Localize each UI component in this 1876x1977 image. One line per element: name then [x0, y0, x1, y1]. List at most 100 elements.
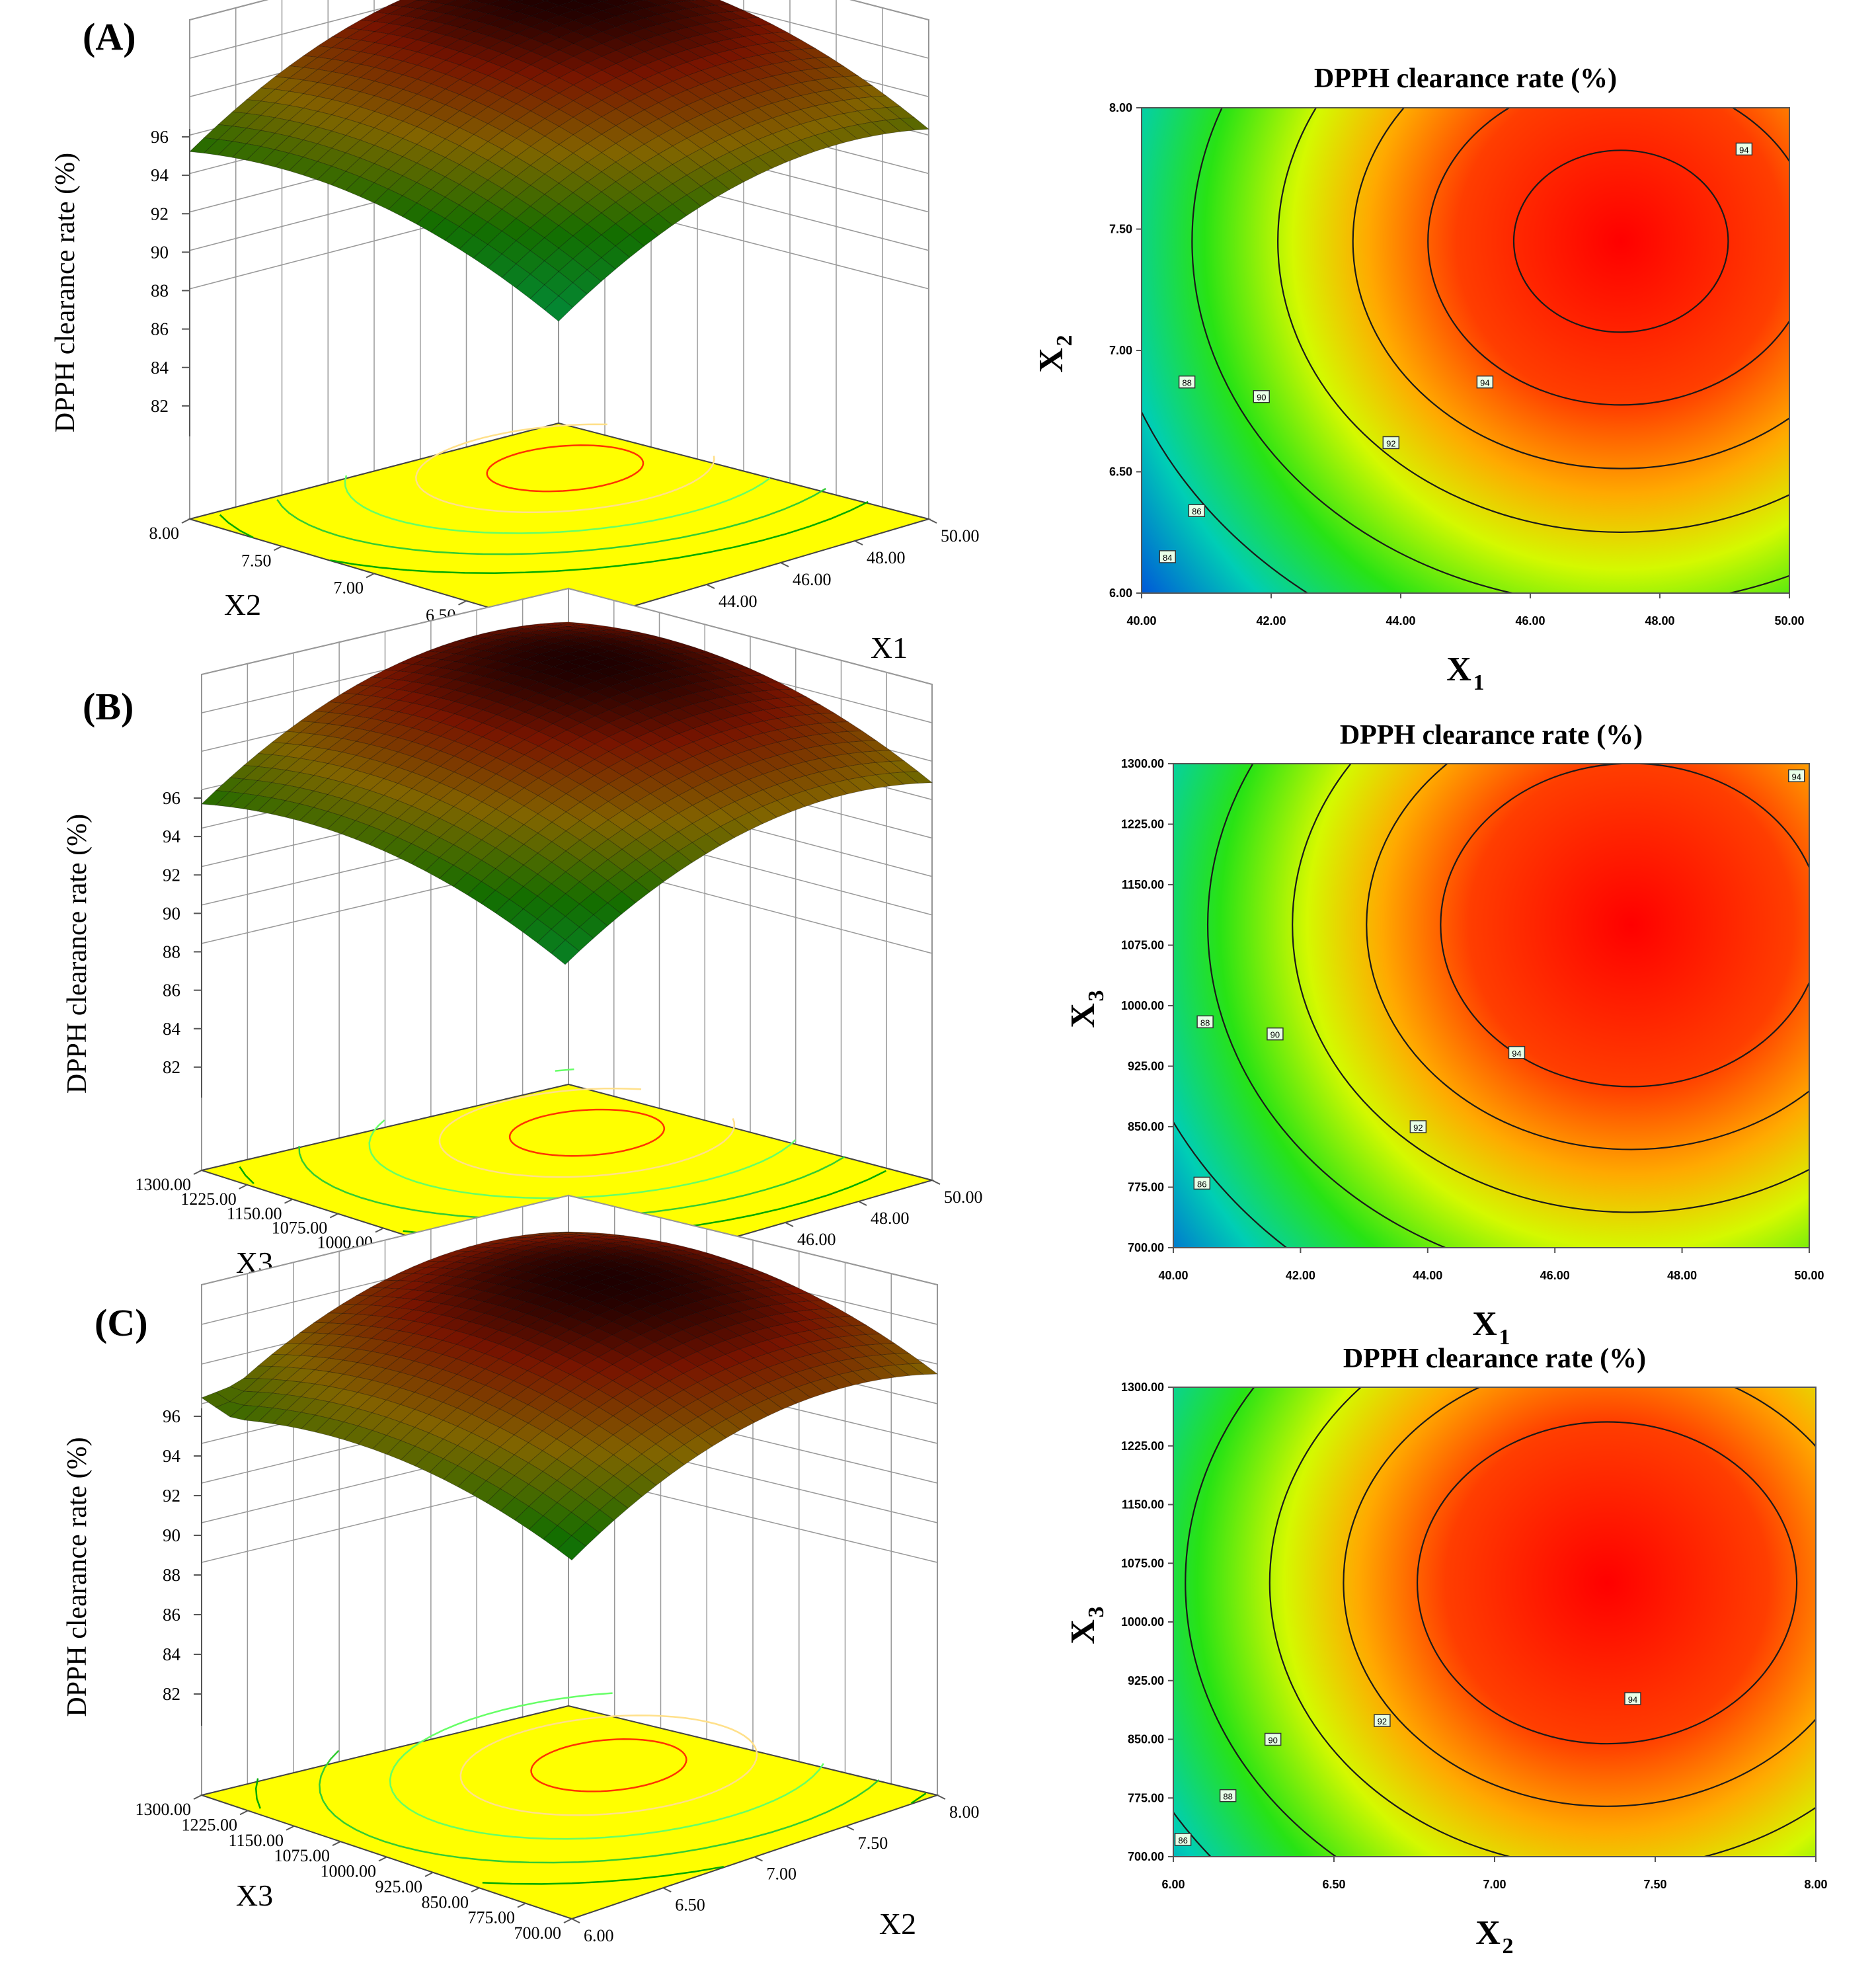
x-tick-label: 46.00	[1515, 614, 1545, 627]
surface-facet	[544, 50, 574, 64]
surface-facet	[544, 93, 574, 110]
surface-facet	[430, 4, 461, 15]
y-tick-label: 1225.00	[182, 1815, 238, 1834]
surface-facet	[526, 640, 554, 648]
surface-facet	[587, 10, 617, 21]
contour-level-label: 94	[1792, 772, 1801, 782]
surface-facet	[580, 729, 609, 745]
surface-facet	[639, 1242, 668, 1248]
y-tick-label: 850.00	[1128, 1733, 1164, 1746]
surface-facet	[516, 5, 547, 17]
surface-facet	[524, 731, 553, 746]
x-tick-mark	[931, 1180, 941, 1185]
surface-facet	[529, 173, 560, 195]
surface-facet	[544, 182, 574, 204]
surface-facet	[501, 87, 531, 104]
contour-level-label: 88	[1223, 1792, 1232, 1802]
surface-facet	[314, 1386, 344, 1402]
surface-facet	[572, 0, 604, 6]
y-tick-mark	[563, 1918, 572, 1923]
y-tick-label: 1225.00	[180, 1190, 237, 1209]
surface-facet	[459, 116, 489, 135]
surface-facet	[740, 1404, 769, 1423]
surface-facet	[582, 1240, 611, 1246]
contour-iso-line	[1427, 108, 1789, 406]
surface-facet	[468, 666, 498, 677]
surface-facet	[359, 145, 389, 164]
y-tick-label: 775.00	[1128, 1181, 1164, 1194]
surface-facet	[544, 144, 574, 164]
surface-facet	[538, 686, 568, 699]
surface-facet	[711, 1369, 741, 1385]
surface-facet	[356, 1351, 387, 1366]
surface-facet	[345, 51, 375, 65]
surface-facet	[781, 1345, 811, 1359]
surface-facet	[454, 1270, 485, 1279]
surface-facet	[644, 0, 674, 6]
surface-facet	[388, 61, 418, 75]
contour-level-label: 92	[1413, 1123, 1423, 1133]
surface-facet	[327, 752, 357, 767]
contour-level-box	[1219, 1789, 1237, 1802]
contour-field	[1173, 764, 1809, 1248]
surface-facet	[387, 104, 418, 122]
surface-facet	[203, 139, 233, 156]
contour-level-box	[1178, 375, 1196, 389]
surface-facet	[553, 1234, 582, 1238]
x-axis-title-subscript: 1	[1473, 670, 1485, 695]
surface-facet	[527, 1377, 557, 1395]
z-tick-label: 82	[163, 1057, 180, 1077]
surface-facet	[373, 5, 405, 15]
surface-facet	[424, 857, 454, 879]
surface-facet	[416, 1, 447, 12]
surface-facet	[387, 156, 418, 177]
surface-facet	[601, 181, 631, 203]
surface-facet	[430, 176, 460, 198]
surface-facet	[524, 654, 555, 663]
x-axis-title: X1	[871, 631, 908, 665]
y-axis-title: X	[1033, 348, 1070, 373]
surface-facet	[615, 11, 646, 22]
surface-facet	[459, 10, 489, 21]
surface-facet	[650, 769, 680, 786]
surface-facet	[558, 235, 588, 259]
surface-facet	[427, 645, 456, 653]
surface-facet	[762, 729, 793, 743]
y-tick-label: 925.00	[1128, 1674, 1164, 1687]
x-tick-label: 46.00	[793, 570, 832, 589]
surface-facet	[596, 638, 625, 645]
surface-facet	[644, 46, 674, 60]
surface-facet	[641, 1464, 671, 1486]
surface-facet	[596, 1238, 625, 1244]
surface-facet	[345, 140, 375, 159]
surface-facet	[487, 168, 517, 189]
surface-facet	[582, 1250, 611, 1258]
surface-facet	[586, 152, 617, 173]
surface-facet	[861, 774, 890, 789]
z-tick-label: 84	[151, 358, 169, 378]
surface-facet	[624, 631, 652, 637]
y-tick-mark	[378, 1856, 387, 1862]
surface-facet	[587, 20, 617, 32]
surface-facet	[597, 1309, 627, 1322]
contour-level-box	[1409, 1120, 1427, 1133]
surface-facet	[540, 624, 568, 629]
x-tick-label: 48.00	[867, 548, 906, 567]
surface-facet	[383, 711, 414, 725]
surface-facet	[654, 1364, 684, 1381]
surface-facet	[416, 0, 438, 3]
surface-facet	[578, 914, 608, 939]
surface-facet	[507, 0, 524, 3]
surface-facet	[473, 244, 502, 268]
surface-facet	[621, 880, 650, 903]
surface-facet	[303, 82, 333, 97]
base-contour-line	[344, 475, 771, 534]
surface-facet	[388, 25, 418, 37]
base-contour-line	[368, 1068, 797, 1199]
surface-facet	[866, 1366, 896, 1380]
surface-facet	[345, 19, 376, 30]
surface-facet	[541, 1367, 571, 1385]
contour-title: DPPH clearance rate (%)	[1343, 1344, 1646, 1374]
surface-facet	[669, 1444, 699, 1465]
surface-facet	[596, 629, 625, 635]
